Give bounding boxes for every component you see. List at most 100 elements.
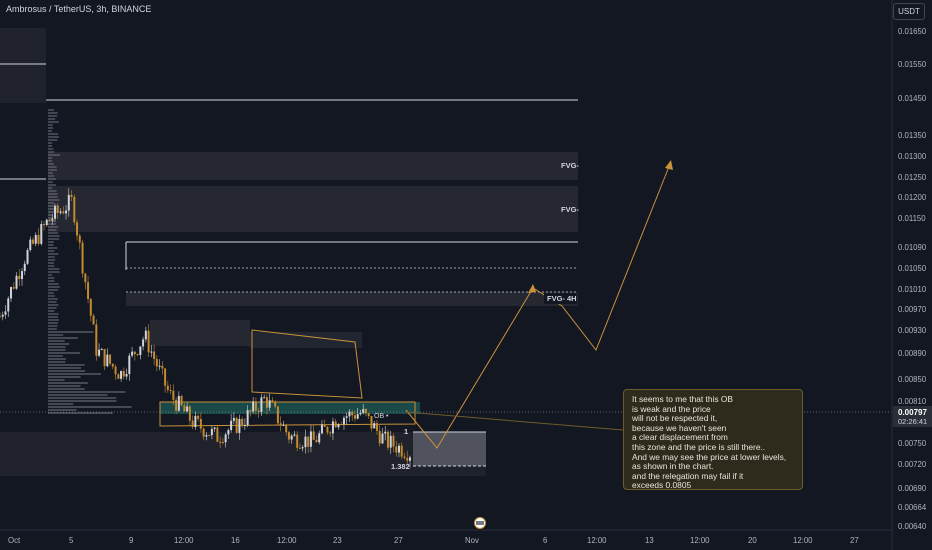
candle-body <box>161 365 164 369</box>
candle-body <box>395 446 398 453</box>
candle-body <box>334 421 337 428</box>
price-tick: 0.01650 <box>898 27 927 36</box>
candle-body <box>260 397 263 413</box>
candle-body <box>254 401 257 411</box>
time-tick: 5 <box>69 536 74 545</box>
candle-body <box>169 390 172 392</box>
candle-body <box>397 445 400 453</box>
fvg-4h-zone <box>126 292 578 306</box>
candle-body <box>364 408 367 414</box>
time-tick: 12:00 <box>690 536 710 545</box>
candle-body <box>296 434 299 448</box>
candle-body <box>125 374 128 377</box>
projection-arrowhead-1 <box>528 284 536 293</box>
candle-body <box>326 426 329 433</box>
candle-body <box>111 363 114 367</box>
candle-body <box>139 346 142 356</box>
consolidation-channel <box>251 329 363 399</box>
candle-body <box>276 406 279 424</box>
candle-body <box>392 435 395 447</box>
candle-body <box>70 194 73 197</box>
candle-body <box>337 424 340 428</box>
price-tick: 0.00930 <box>898 326 927 335</box>
candle-body <box>359 412 362 415</box>
candle-body <box>202 428 205 437</box>
candle-body <box>257 410 260 413</box>
time-tick: 9 <box>129 536 133 545</box>
candle-body <box>84 273 87 283</box>
time-tick: 6 <box>543 536 547 545</box>
candle-body <box>230 420 233 431</box>
price-tick: 0.01250 <box>898 173 927 182</box>
candle-body <box>106 354 109 367</box>
candle-body <box>353 415 356 419</box>
candle-body <box>177 395 180 411</box>
time-tick: 27 <box>394 536 403 545</box>
candle-body <box>356 414 359 419</box>
candle-body <box>331 421 334 434</box>
candle-body <box>45 219 48 226</box>
candle-body <box>78 235 81 243</box>
candle-body <box>208 435 211 437</box>
fvg-4h-label-bg <box>544 293 577 304</box>
time-tick: 13 <box>645 536 654 545</box>
candle-body <box>309 431 312 447</box>
candle-body <box>235 418 238 433</box>
candle-body <box>279 423 282 426</box>
candle-body <box>95 324 98 356</box>
fvg-zone-1 <box>48 152 578 180</box>
candle-body <box>144 330 147 340</box>
candle-body <box>199 418 202 429</box>
candle-body <box>238 418 241 433</box>
candle-body <box>329 432 332 434</box>
price-tick: 0.01550 <box>898 60 927 69</box>
price-tick: 0.00890 <box>898 349 927 358</box>
candle-body <box>271 400 274 403</box>
currency-button[interactable]: USDT <box>893 3 925 20</box>
candle-body <box>23 263 26 272</box>
price-tick: 0.01300 <box>898 152 927 161</box>
candle-body <box>210 428 213 436</box>
candle-body <box>62 211 65 214</box>
candle-body <box>32 239 35 244</box>
candle-body <box>216 427 219 442</box>
candle-body <box>246 410 249 426</box>
candle-body <box>109 354 112 364</box>
candle-body <box>153 351 156 359</box>
candle-body <box>252 401 255 412</box>
candle-body <box>65 210 68 214</box>
candle-body <box>221 441 224 443</box>
earnings-icon[interactable] <box>474 517 486 529</box>
candle-body <box>158 365 161 367</box>
candle-body <box>56 206 59 213</box>
price-tick: 0.00690 <box>898 484 927 493</box>
candle-body <box>164 368 167 386</box>
candle-body <box>345 416 348 418</box>
candle-body <box>67 194 70 211</box>
demand-zone <box>0 432 486 476</box>
candle-body <box>114 366 117 375</box>
candle-body <box>183 405 186 412</box>
candle-body <box>318 433 321 443</box>
projection-arrowhead-2 <box>665 160 673 170</box>
current-price-label: 0.00797 <box>898 408 927 417</box>
symbol-title[interactable]: Ambrosus / TetherUS, 3h, BINANCE <box>6 4 152 14</box>
candle-body <box>378 430 381 444</box>
candle-body <box>54 206 57 219</box>
candle-body <box>307 436 310 447</box>
candle-body <box>315 439 318 443</box>
candle-body <box>172 390 175 400</box>
candle-body <box>120 370 123 379</box>
price-tick: 0.01450 <box>898 94 927 103</box>
fib-target-box <box>413 432 486 466</box>
candle-body <box>265 397 268 408</box>
candle-body <box>386 431 389 448</box>
candle-body <box>282 424 285 426</box>
candle-body <box>122 370 125 377</box>
bar-countdown: 02:26:41 <box>898 417 927 426</box>
candle-body <box>155 358 158 367</box>
price-tick: 0.01350 <box>898 131 927 140</box>
time-tick: Nov <box>465 536 479 545</box>
candle-body <box>43 224 46 226</box>
